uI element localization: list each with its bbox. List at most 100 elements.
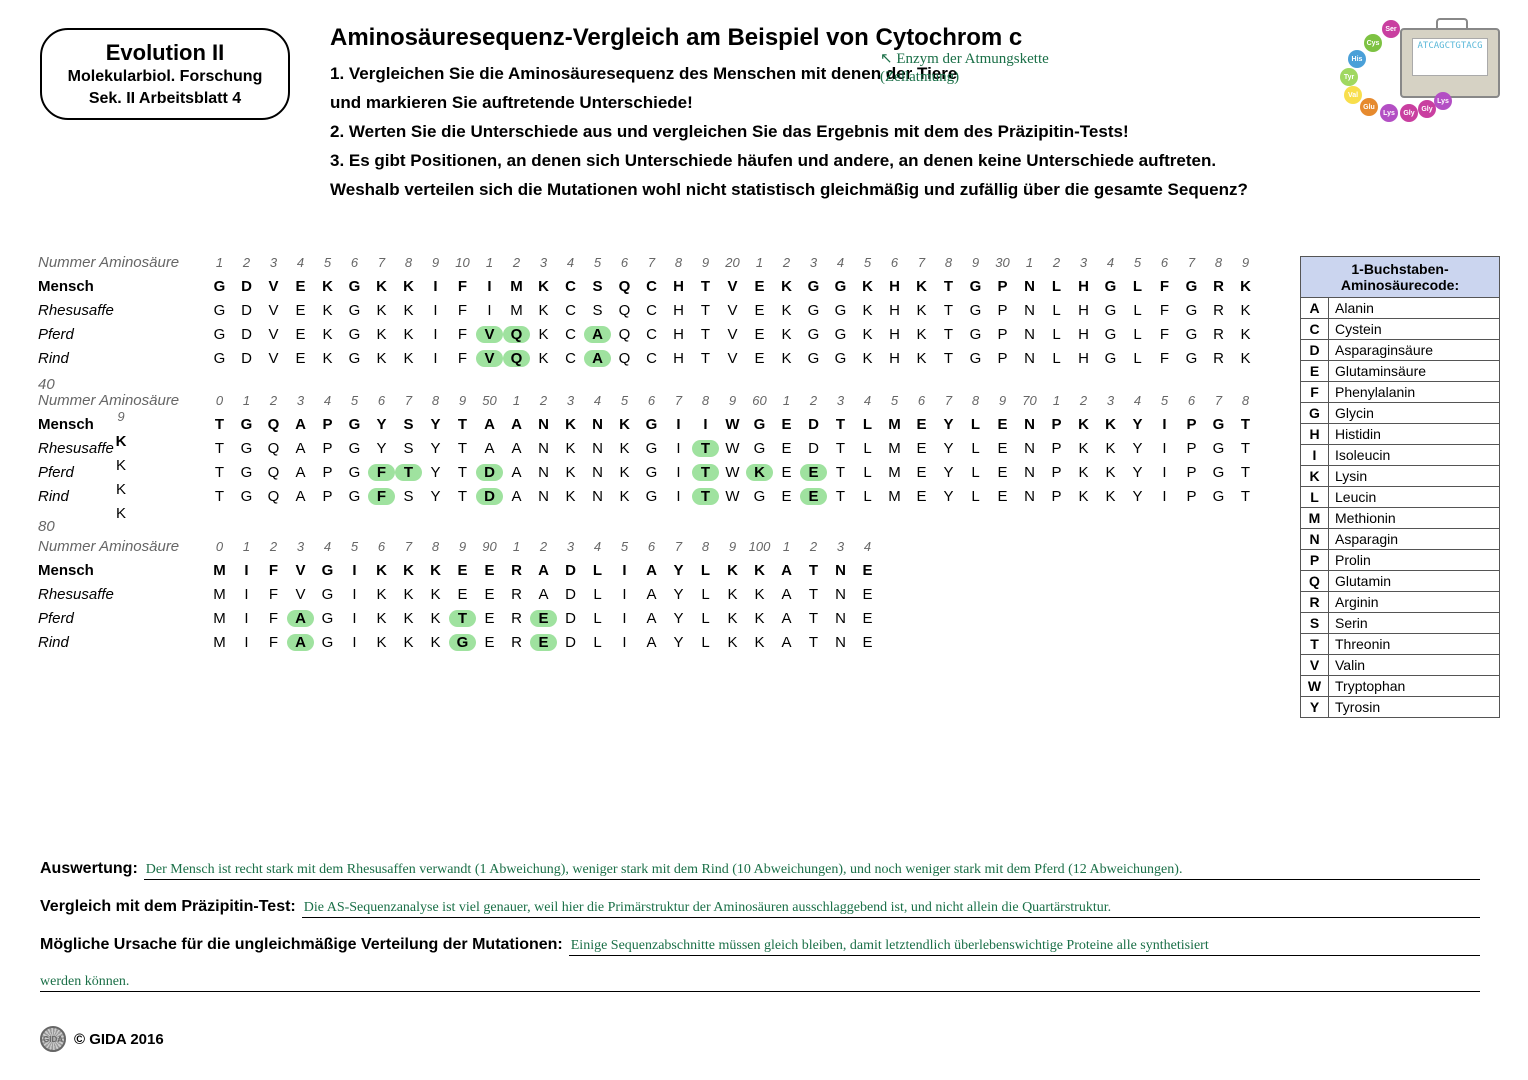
species-label: Rhesusaffe (36, 440, 206, 457)
aa-cell: N (1016, 302, 1043, 319)
aa-cell: E (287, 302, 314, 319)
aa-cell: E (854, 586, 881, 603)
auswertung-text: Der Mensch ist recht stark mit dem Rhesu… (144, 862, 1480, 880)
aa-cell: R (1205, 326, 1232, 343)
aa-cell: G (962, 350, 989, 367)
task-item: und markieren Sie auftretende Unterschie… (330, 89, 1330, 118)
aa-cell: G (1205, 488, 1232, 505)
aa-cell: A (287, 488, 314, 505)
aa-cell: E (449, 586, 476, 603)
aa-cell: Q (260, 488, 287, 505)
aa-cell: R (1205, 278, 1232, 295)
aa-cell: T (449, 440, 476, 457)
pos-num: 7 (638, 255, 665, 270)
bead-icon: Ser (1382, 20, 1400, 38)
aa-cell: T (206, 416, 233, 433)
aa-cell: K (773, 302, 800, 319)
aa-cell: G (233, 416, 260, 433)
code-row: IIsoleucin (1301, 445, 1500, 466)
aa-cell: Y (1124, 464, 1151, 481)
aa-cell: V (476, 326, 503, 343)
pos-num: 3 (827, 539, 854, 554)
pos-num: 1 (503, 393, 530, 408)
aa-cell: K (368, 634, 395, 651)
aa-cell: K (746, 562, 773, 579)
aa-cell: G (1097, 278, 1124, 295)
pos-num: 1 (206, 255, 233, 270)
species-label: Mensch (36, 416, 206, 433)
species-label: Pferd (36, 610, 206, 627)
code-letter: N (1301, 529, 1329, 550)
aa-cell: D (557, 562, 584, 579)
aa-cell: L (584, 562, 611, 579)
aa-cell: N (1016, 350, 1043, 367)
aa-cell: K (557, 488, 584, 505)
aa-cell: V (719, 326, 746, 343)
aa-cell: G (233, 440, 260, 457)
aa-cell: L (1124, 350, 1151, 367)
pos-num: 9 (692, 255, 719, 270)
aa-cell: E (854, 634, 881, 651)
aa-cell: Q (611, 302, 638, 319)
aa-cell: T (827, 416, 854, 433)
pos-num: 8 (962, 393, 989, 408)
code-name: Tryptophan (1329, 676, 1500, 697)
aa-cell: K (1097, 440, 1124, 457)
task-list: 1. Vergleichen Sie die Aminosäuresequenz… (330, 60, 1330, 204)
aa-cell: K (395, 350, 422, 367)
code-name: Phenylalanin (1329, 382, 1500, 403)
aa-cell: G (341, 416, 368, 433)
code-row: TThreonin (1301, 634, 1500, 655)
aa-cell: K (530, 326, 557, 343)
pos-num: 4 (854, 393, 881, 408)
aa-cell: G (746, 416, 773, 433)
hand-annotation: ↖ Enzym der Atmungskette (Zellatmung) (880, 50, 1049, 86)
aa-cell: I (233, 562, 260, 579)
aa-cell: G (962, 326, 989, 343)
aa-cell: A (287, 416, 314, 433)
pos-num: 1 (233, 539, 260, 554)
aa-cell: R (503, 562, 530, 579)
pos-num: 1 (1016, 255, 1043, 270)
aa-cell: F (1151, 278, 1178, 295)
position-number-row: Nummer Aminosäure01234567899012345678910… (36, 534, 1296, 558)
sequence-row: RhesusaffeMIFVGIKKKEERADLIAYLKKATNE (36, 582, 1296, 606)
code-row: LLeucin (1301, 487, 1500, 508)
code-name: Asparaginsäure (1329, 340, 1500, 361)
pos-num: 6 (1151, 255, 1178, 270)
aa-cell: N (530, 416, 557, 433)
code-letter: A (1301, 298, 1329, 319)
code-letter: Q (1301, 571, 1329, 592)
aa-cell: H (881, 302, 908, 319)
answers-section: Auswertung: Der Mensch ist recht stark m… (40, 860, 1480, 992)
species-label: Pferd (36, 326, 206, 343)
aa-cell: D (800, 416, 827, 433)
aa-cell: E (449, 562, 476, 579)
aa-cell: Y (368, 440, 395, 457)
aa-cell: E (908, 440, 935, 457)
code-letter: H (1301, 424, 1329, 445)
aa-cell: E (908, 416, 935, 433)
aa-cell: L (692, 562, 719, 579)
aa-cell: T (449, 416, 476, 433)
aa-cell: A (773, 634, 800, 651)
header-line-1: Evolution II (50, 40, 280, 66)
aa-cell: A (638, 634, 665, 651)
bead-icon: Lys (1434, 92, 1452, 110)
aa-cell: E (746, 278, 773, 295)
aa-cell: V (719, 278, 746, 295)
species-label: Mensch (36, 278, 206, 295)
code-letter: Y (1301, 697, 1329, 718)
aa-cell: Y (935, 416, 962, 433)
pos-num: 3 (800, 255, 827, 270)
code-row: WTryptophan (1301, 676, 1500, 697)
aa-cell: I (1151, 464, 1178, 481)
aa-cell: L (1043, 326, 1070, 343)
aa-cell: K (422, 562, 449, 579)
aa-cell: T (692, 488, 719, 505)
aa-cell: F (1151, 302, 1178, 319)
pos-num: 6 (638, 393, 665, 408)
ursache-label: Mögliche Ursache für die ungleichmäßige … (40, 936, 563, 954)
code-row: DAsparaginsäure (1301, 340, 1500, 361)
aa-cell: K (395, 302, 422, 319)
